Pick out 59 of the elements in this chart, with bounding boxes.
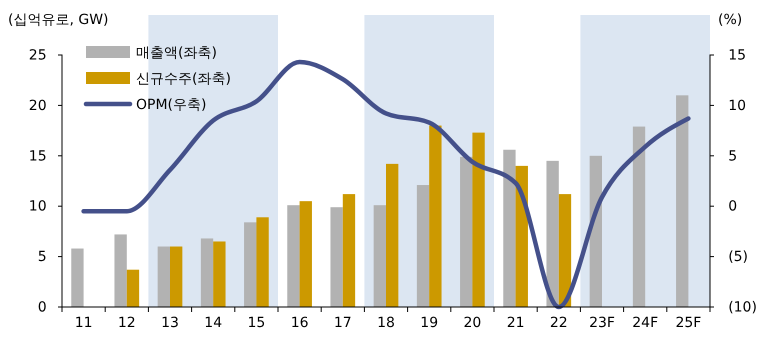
bar [342,194,356,307]
x-tick-label: 17 [334,314,352,331]
x-tick-label: 11 [74,314,93,331]
bar [158,246,170,307]
bar [330,207,343,307]
x-tick-label: 13 [161,314,179,331]
bar [244,222,256,307]
legend-label: 신규수주(좌축) [136,71,231,87]
bar [170,246,182,307]
y-axis-title: (십억유로, GW) [8,12,109,28]
bar [429,126,442,307]
bar [300,201,312,307]
bar [632,126,646,307]
x-tick-label: 16 [290,314,309,331]
y2-tick-label: 5 [728,148,738,164]
legend-label: OPM(우축) [136,97,206,113]
y-tick-label: 5 [38,249,47,266]
x-tick-label: 19 [420,314,438,331]
bar [71,248,84,307]
x-tick-label: 25F [675,314,702,331]
x-tick-label: 24F [632,314,658,331]
y2-tick-label: 15 [728,47,746,64]
bar [590,156,602,307]
x-tick-label: 20 [463,314,482,331]
bar [374,205,386,307]
x-tick-label: 15 [247,314,266,331]
bar [416,185,430,307]
y2-tick-label: (10) [728,299,757,316]
bar [386,164,398,307]
y2-axis-title: (%) [718,12,742,28]
line-series [81,60,691,310]
y2-tick-label: (5) [728,249,748,266]
bar [546,160,559,307]
y2-tick-label: 0 [728,198,738,215]
y-tick-label: 0 [38,299,47,316]
y-tick-label: 10 [28,198,47,215]
bar [676,95,688,307]
x-tick-label: 18 [377,314,395,331]
bar [114,234,127,307]
y-tick-label: 20 [28,98,47,114]
bar [213,241,226,307]
x-tick-label: 21 [506,314,525,331]
x-tick-label: 14 [204,314,222,331]
y2-tick-label: 10 [728,98,746,114]
bar [558,194,572,307]
bar [503,150,516,307]
x-tick-label: 22 [550,314,568,331]
y-tick-label: 25 [28,47,47,64]
x-tick-label: 23F [589,314,615,331]
bar [516,166,528,307]
legend-label: 매출액(좌축) [136,45,217,61]
bar [256,217,269,307]
y-tick-label: 15 [28,148,47,164]
bar [460,156,472,307]
bar [126,270,140,307]
bar [472,132,485,307]
bar [200,238,214,307]
bar [287,205,300,307]
x-tick-label: 12 [118,314,136,331]
